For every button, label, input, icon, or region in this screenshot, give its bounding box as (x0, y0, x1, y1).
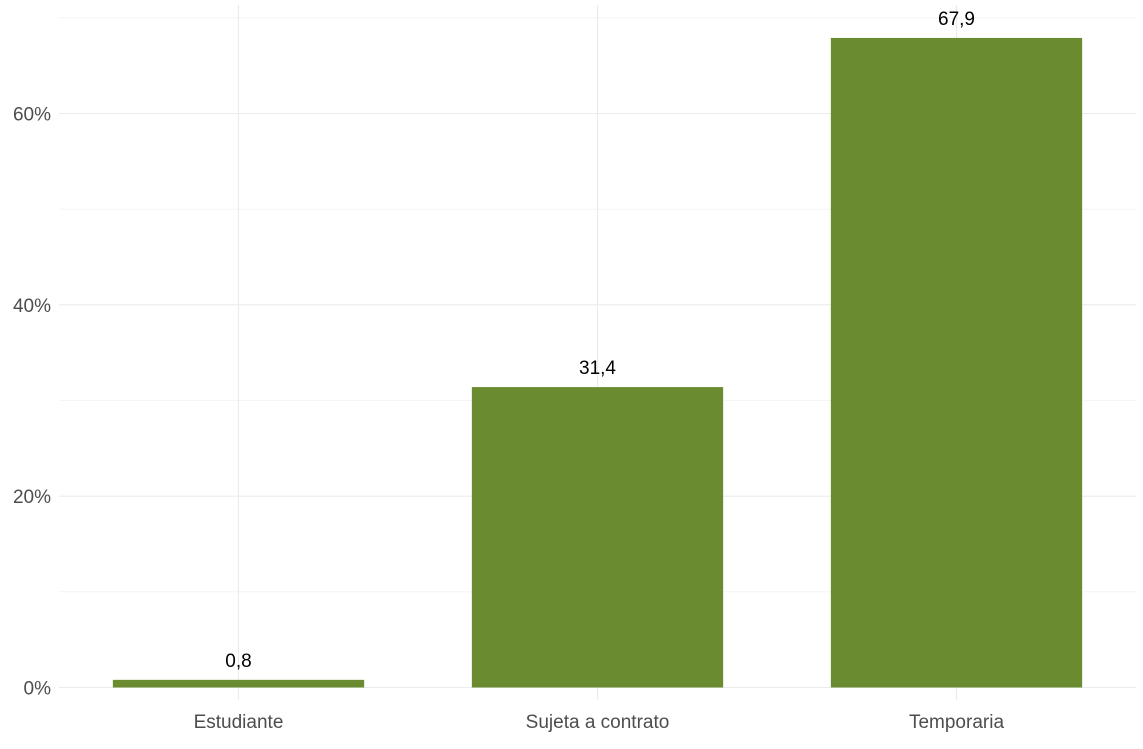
y-tick-label: 60% (13, 105, 51, 126)
y-tick-label: 0% (24, 679, 52, 700)
bar-value-label: 31,4 (579, 358, 616, 379)
x-tick-label: Temporaria (909, 712, 1004, 733)
bar (830, 37, 1083, 688)
bars (112, 37, 1083, 688)
x-axis-tick-labels: Estudiante Sujeta a contrato Temporaria (194, 712, 1005, 733)
y-tick-label: 20% (13, 487, 51, 508)
value-labels: 0,8 31,4 67,9 (225, 9, 975, 672)
bar-value-label: 0,8 (225, 651, 251, 672)
bar-value-label: 67,9 (938, 9, 975, 30)
y-tick-label: 40% (13, 296, 51, 317)
x-tick-label: Sujeta a contrato (526, 712, 670, 733)
x-tick-label: Estudiante (194, 712, 284, 733)
bar (112, 679, 365, 688)
y-axis-tick-labels: 0% 20% 40% 60% (13, 105, 51, 700)
bar (471, 387, 724, 688)
